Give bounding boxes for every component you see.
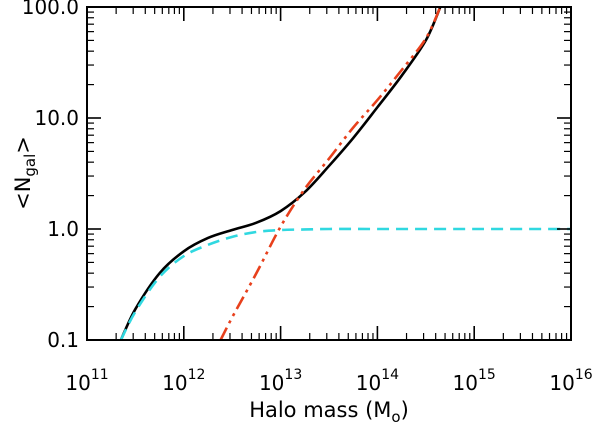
plot-frame bbox=[86, 6, 572, 341]
x-axis-title: Halo mass (Mo) bbox=[249, 398, 409, 426]
x-axis-title-sub: o bbox=[391, 408, 400, 426]
x-tick-label: 1015 bbox=[453, 367, 496, 395]
x-tick-label: 1016 bbox=[549, 367, 592, 395]
y-tick-label: 0.1 bbox=[47, 328, 79, 352]
y-tick-label: 10.0 bbox=[34, 106, 79, 130]
x-axis-title-text: Halo mass (M bbox=[249, 398, 391, 422]
y-axis-title-open: <N bbox=[11, 177, 35, 210]
x-tick-label: 1014 bbox=[356, 367, 399, 395]
labels-layer: 1011 1012 1013 1014 1015 1016 0.1 1.0 10.0 100.0 bbox=[22, 0, 593, 395]
x-tick-label: 1011 bbox=[65, 367, 108, 395]
series-satellite-line bbox=[219, 7, 442, 340]
series-total-line bbox=[119, 7, 442, 340]
y-tick-label: 1.0 bbox=[47, 217, 79, 241]
x-tick-label: 1012 bbox=[162, 367, 205, 395]
y-axis-title-close: > bbox=[11, 136, 35, 154]
y-tick-label: 100.0 bbox=[22, 0, 79, 19]
ticks-layer bbox=[86, 6, 572, 341]
y-axis-title: <Ngal> bbox=[11, 136, 39, 210]
y-axis-title-sub: gal bbox=[21, 154, 39, 177]
x-tick-label: 1013 bbox=[259, 367, 302, 395]
series-layer bbox=[119, 7, 571, 340]
series-central-line bbox=[119, 227, 571, 340]
x-axis-title-close: ) bbox=[401, 398, 409, 422]
